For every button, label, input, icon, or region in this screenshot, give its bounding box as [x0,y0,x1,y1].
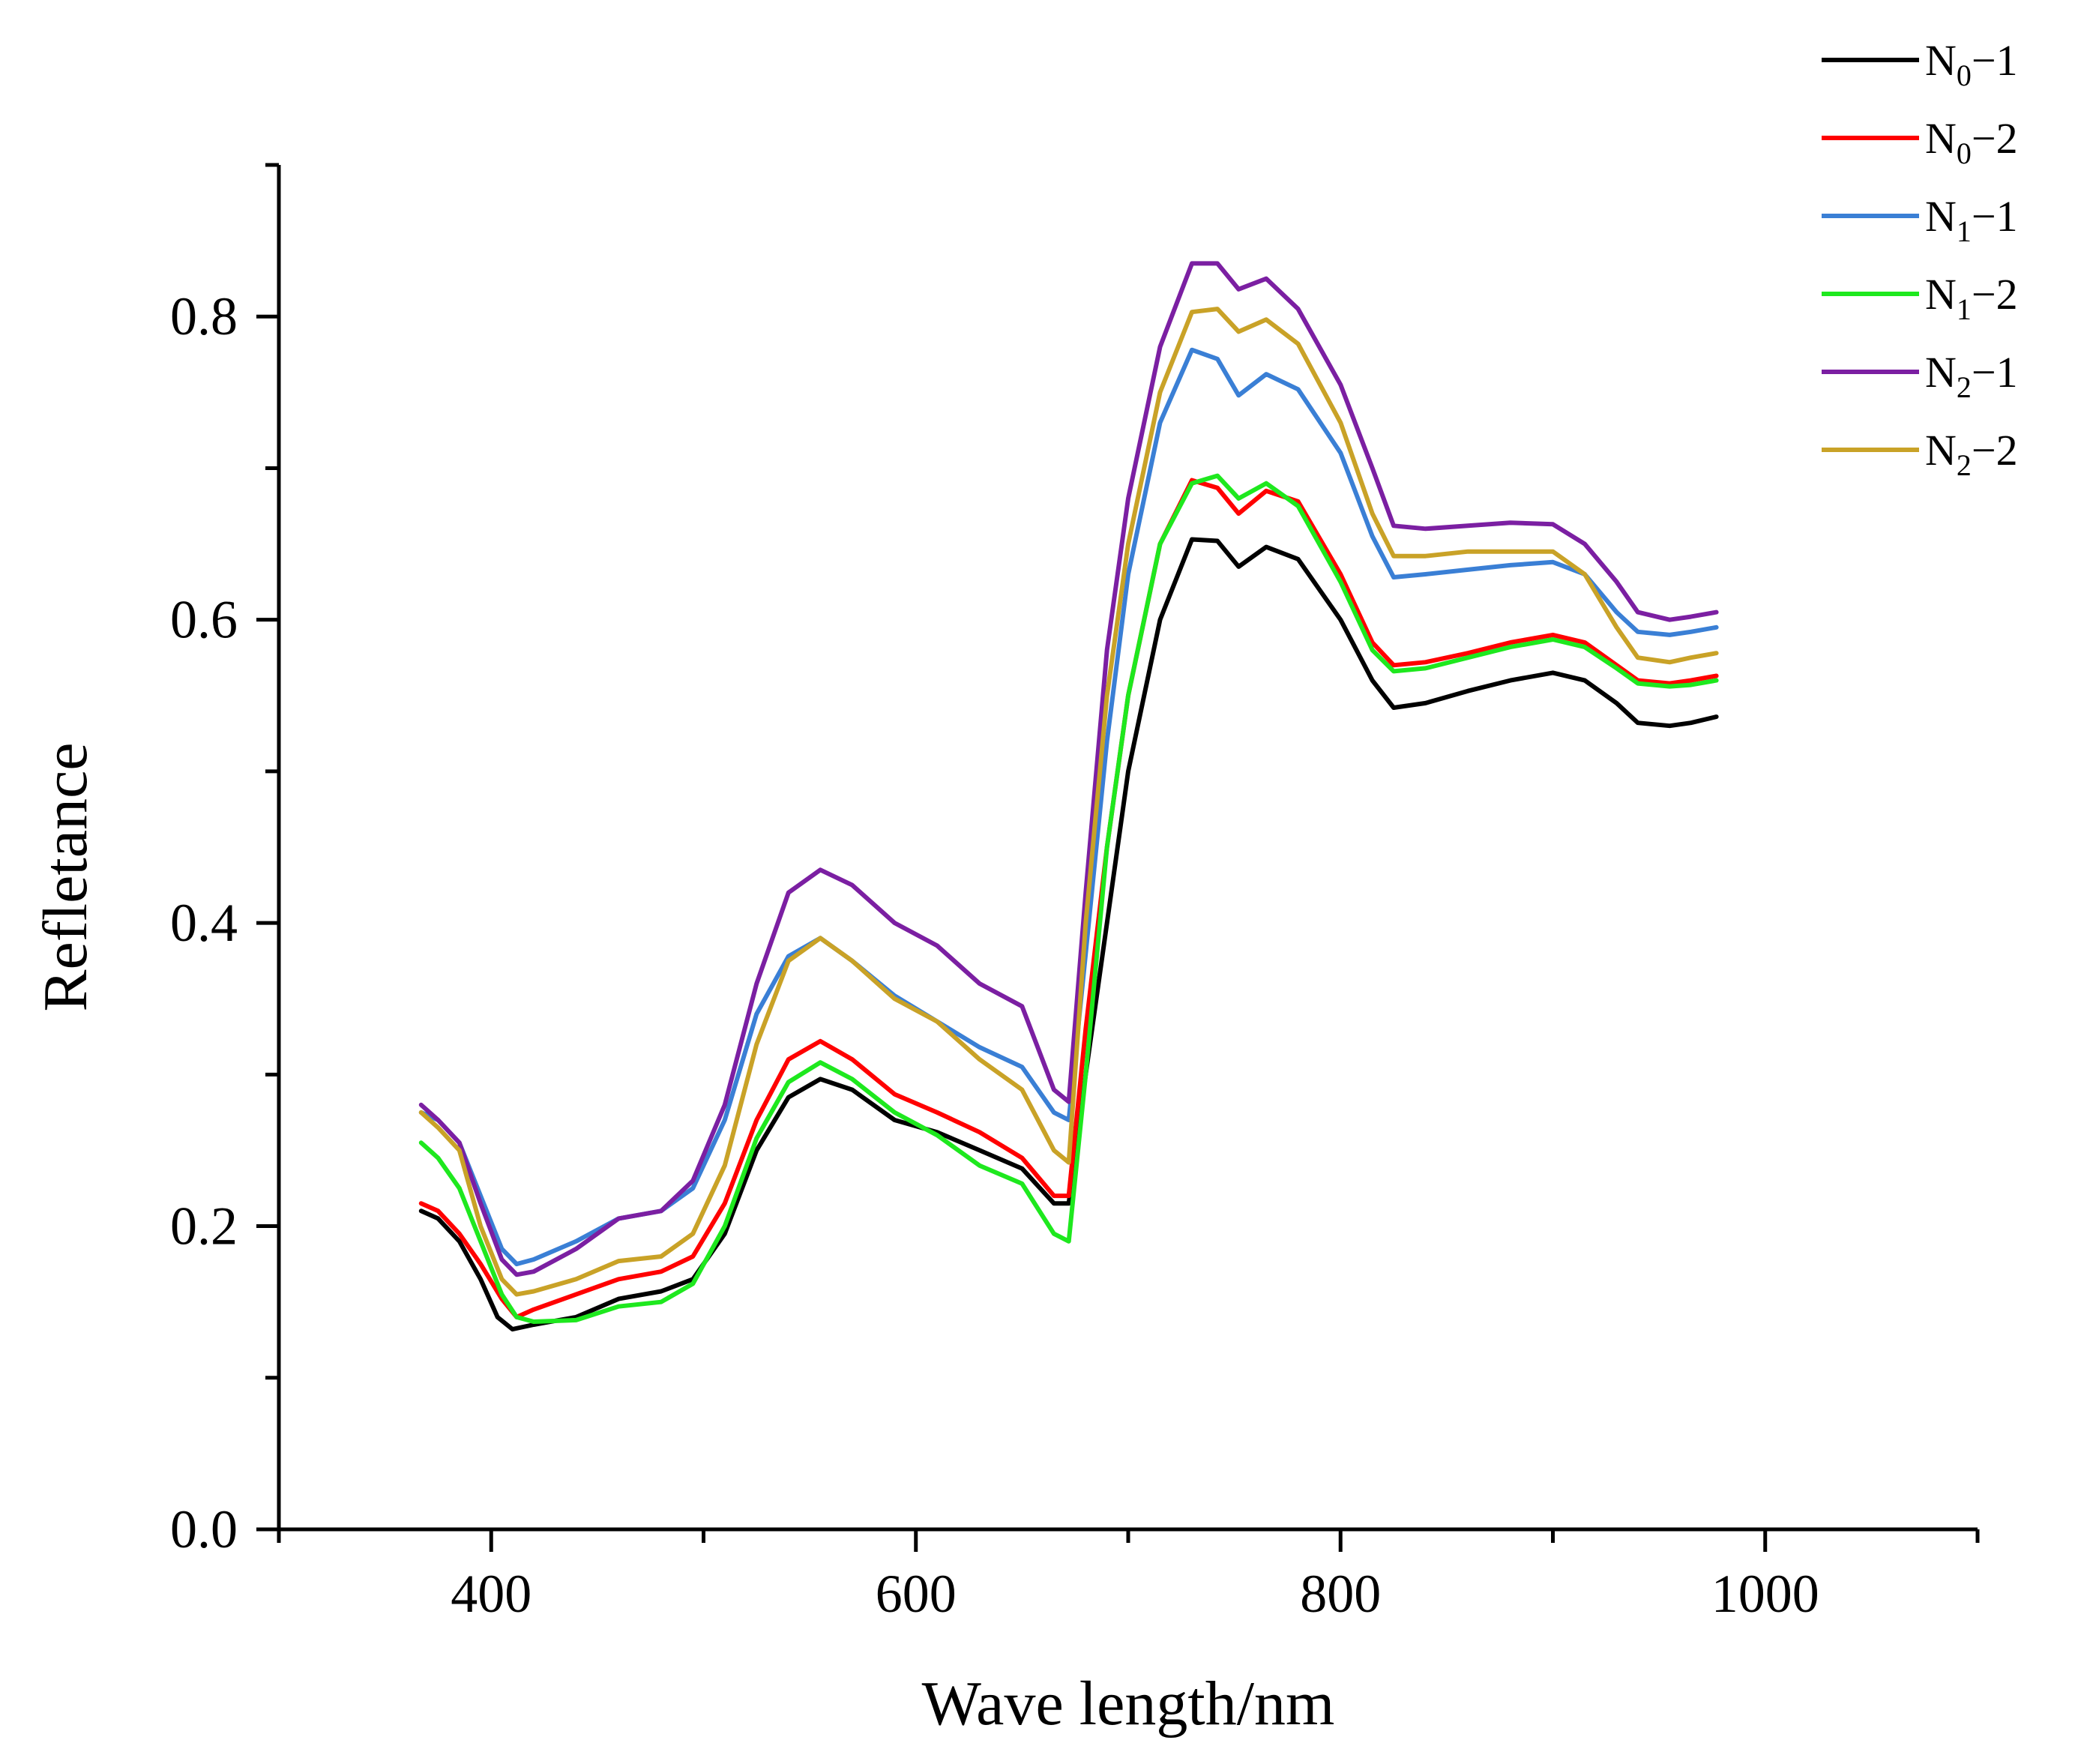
legend-label: N2−2 [1925,426,2018,482]
y-tick-label: 0.0 [170,1499,238,1559]
x-axis-ticks: 400 600 800 1000 [277,1529,1980,1624]
axes: 400 600 800 1000 0.0 0.2 0.4 0.6 0.8 [170,163,1980,1624]
x-axis-title: Wave length/nm [922,1669,1335,1739]
y-tick-label: 0.2 [170,1196,238,1256]
legend-item-n2-1: N2−1 [1822,348,2018,404]
y-tick-label: 0.8 [170,286,238,346]
legend-item-n0-2: N0−2 [1822,114,2018,170]
series-line-n1-2 [418,473,1719,1324]
series-line-n2-1 [418,261,1719,1277]
y-tick-label: 0.4 [170,893,238,953]
legend-label: N1−1 [1925,192,2018,248]
legend-label: N2−1 [1925,348,2018,404]
legend-item-n1-2: N1−2 [1822,270,2018,326]
legend-item-n0-1: N0−1 [1822,36,2018,92]
x-tick-label: 800 [1300,1564,1381,1624]
x-tick-label: 1000 [1711,1564,1819,1624]
legend-label: N0−1 [1925,36,2018,92]
y-tick-label: 0.6 [170,590,238,650]
legend-label: N0−2 [1925,114,2018,170]
y-axis-ticks: 0.0 0.2 0.4 0.6 0.8 [170,163,279,1559]
y-axis-title: Refletance [31,742,100,1011]
x-tick-label: 600 [876,1564,957,1624]
x-tick-label: 400 [451,1564,531,1624]
legend-label: N1−2 [1925,270,2018,326]
legend-item-n1-1: N1−1 [1822,192,2018,248]
series-line-n2-2 [418,307,1719,1297]
legend: N0−1 N0−2 N1−1 N1−2 N2−1 N2−2 [1822,36,2018,482]
series-line-n0-2 [418,478,1719,1319]
plot-area [418,261,1719,1332]
legend-item-n2-2: N2−2 [1822,426,2018,482]
